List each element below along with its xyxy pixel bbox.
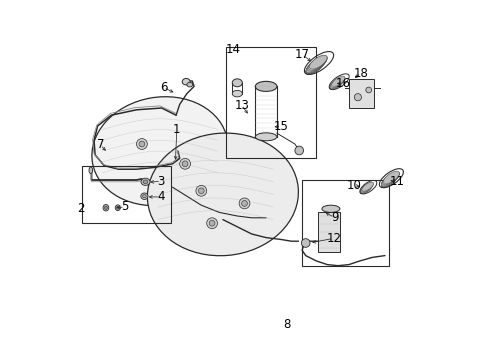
Ellipse shape	[382, 172, 399, 185]
Bar	[302, 180, 387, 266]
Circle shape	[239, 198, 249, 209]
Circle shape	[294, 146, 303, 155]
Circle shape	[241, 201, 247, 206]
Ellipse shape	[360, 185, 371, 194]
Text: 14: 14	[225, 43, 240, 56]
Ellipse shape	[103, 204, 108, 211]
Circle shape	[139, 141, 144, 147]
Ellipse shape	[381, 172, 399, 186]
Text: 13: 13	[234, 99, 248, 112]
Text: 16: 16	[335, 77, 349, 90]
Circle shape	[136, 139, 147, 149]
Text: 4: 4	[157, 190, 164, 203]
Ellipse shape	[92, 97, 227, 206]
Ellipse shape	[306, 57, 326, 72]
Ellipse shape	[104, 206, 107, 210]
Ellipse shape	[329, 77, 344, 88]
Ellipse shape	[255, 133, 276, 141]
Ellipse shape	[143, 180, 147, 184]
Text: 7: 7	[97, 138, 104, 151]
Ellipse shape	[255, 81, 276, 91]
Ellipse shape	[141, 178, 150, 185]
Ellipse shape	[361, 183, 373, 192]
Circle shape	[365, 87, 371, 93]
Circle shape	[206, 218, 217, 229]
Ellipse shape	[89, 167, 92, 174]
Text: 5: 5	[121, 201, 128, 213]
Ellipse shape	[360, 184, 372, 193]
Ellipse shape	[147, 133, 298, 256]
Circle shape	[196, 185, 206, 196]
Ellipse shape	[330, 76, 344, 87]
Ellipse shape	[329, 79, 342, 90]
Bar	[226, 47, 316, 158]
Ellipse shape	[116, 206, 119, 209]
Ellipse shape	[232, 90, 242, 97]
Ellipse shape	[381, 173, 398, 186]
Text: 1: 1	[173, 123, 180, 136]
Text: 2: 2	[77, 202, 84, 215]
Ellipse shape	[381, 174, 397, 187]
Ellipse shape	[331, 76, 344, 86]
Text: 3: 3	[157, 175, 164, 188]
Ellipse shape	[361, 182, 373, 191]
Text: 10: 10	[346, 179, 361, 192]
Ellipse shape	[186, 82, 192, 87]
Ellipse shape	[308, 55, 326, 70]
Text: 12: 12	[325, 232, 341, 245]
Ellipse shape	[309, 55, 326, 69]
Ellipse shape	[329, 77, 344, 89]
Ellipse shape	[141, 193, 148, 199]
Ellipse shape	[305, 57, 326, 73]
Bar	[318, 212, 339, 252]
Text: 15: 15	[273, 120, 288, 133]
Ellipse shape	[305, 60, 323, 75]
Bar	[81, 166, 170, 223]
Ellipse shape	[383, 171, 399, 184]
Ellipse shape	[381, 174, 398, 187]
Ellipse shape	[329, 78, 343, 89]
Circle shape	[198, 188, 204, 194]
Ellipse shape	[232, 79, 242, 87]
Text: 6: 6	[160, 81, 167, 94]
Circle shape	[354, 94, 361, 101]
Ellipse shape	[115, 205, 120, 211]
Ellipse shape	[360, 183, 372, 193]
Circle shape	[209, 220, 215, 226]
Bar	[348, 79, 373, 108]
Circle shape	[301, 239, 309, 247]
Ellipse shape	[307, 56, 326, 71]
Ellipse shape	[305, 59, 324, 74]
Text: 18: 18	[353, 67, 367, 80]
Ellipse shape	[142, 194, 146, 198]
Circle shape	[179, 158, 190, 169]
Ellipse shape	[381, 175, 396, 188]
Ellipse shape	[305, 58, 325, 73]
Text: 8: 8	[283, 318, 290, 331]
Text: 17: 17	[294, 48, 309, 61]
Text: 11: 11	[389, 175, 404, 188]
Ellipse shape	[182, 78, 190, 85]
Ellipse shape	[360, 183, 372, 193]
Circle shape	[182, 161, 187, 167]
Ellipse shape	[321, 205, 339, 212]
Ellipse shape	[382, 171, 399, 184]
Text: 9: 9	[330, 211, 338, 224]
